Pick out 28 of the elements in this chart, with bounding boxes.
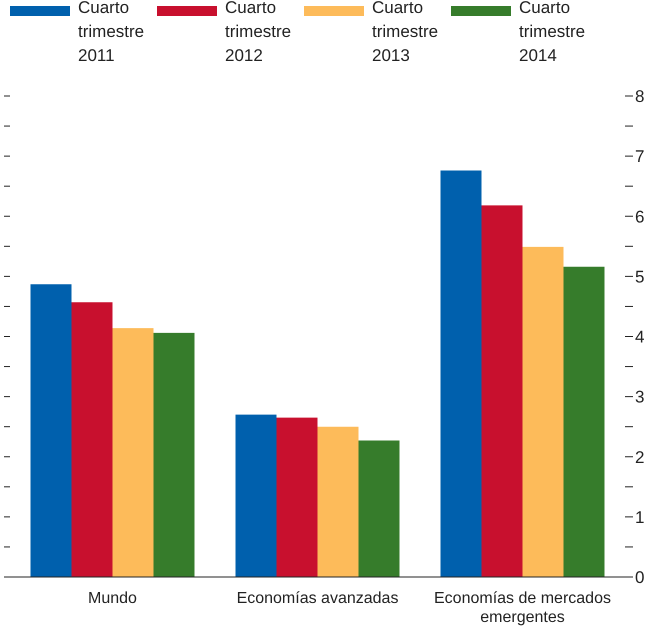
legend-label: Cuarto trimestre 2012 [225, 0, 292, 67]
x-tick-label: Economías avanzadas [236, 590, 398, 607]
y-tick-label: 8 [635, 87, 644, 106]
bar [72, 302, 112, 577]
y-tick-label: 3 [635, 388, 644, 407]
bar [564, 266, 604, 577]
y-tick-label: 4 [635, 328, 644, 347]
y-tick-label: 6 [635, 207, 644, 226]
bar [318, 426, 358, 577]
bar [276, 418, 318, 577]
bar [358, 440, 400, 577]
y-tick-label: 2 [635, 448, 644, 467]
x-tick-label: Economías de mercados emergentes [434, 590, 611, 626]
y-tick-label: 1 [635, 508, 644, 527]
y-tick-label: 5 [635, 267, 644, 286]
bar [30, 284, 72, 577]
y-tick-label: 0 [635, 568, 644, 588]
y-tick-label: 7 [635, 147, 644, 166]
x-tick-label: Mundo [88, 590, 138, 607]
bar [482, 205, 522, 577]
bar [236, 414, 276, 577]
bar [522, 246, 564, 577]
bar [112, 328, 154, 577]
legend-label: Cuarto trimestre 2011 [78, 0, 146, 67]
legend-label: Cuarto trimestre 2014 [519, 0, 586, 67]
bar [440, 170, 482, 577]
bar [154, 332, 194, 577]
legend-label: Cuarto trimestre 2013 [372, 0, 440, 67]
